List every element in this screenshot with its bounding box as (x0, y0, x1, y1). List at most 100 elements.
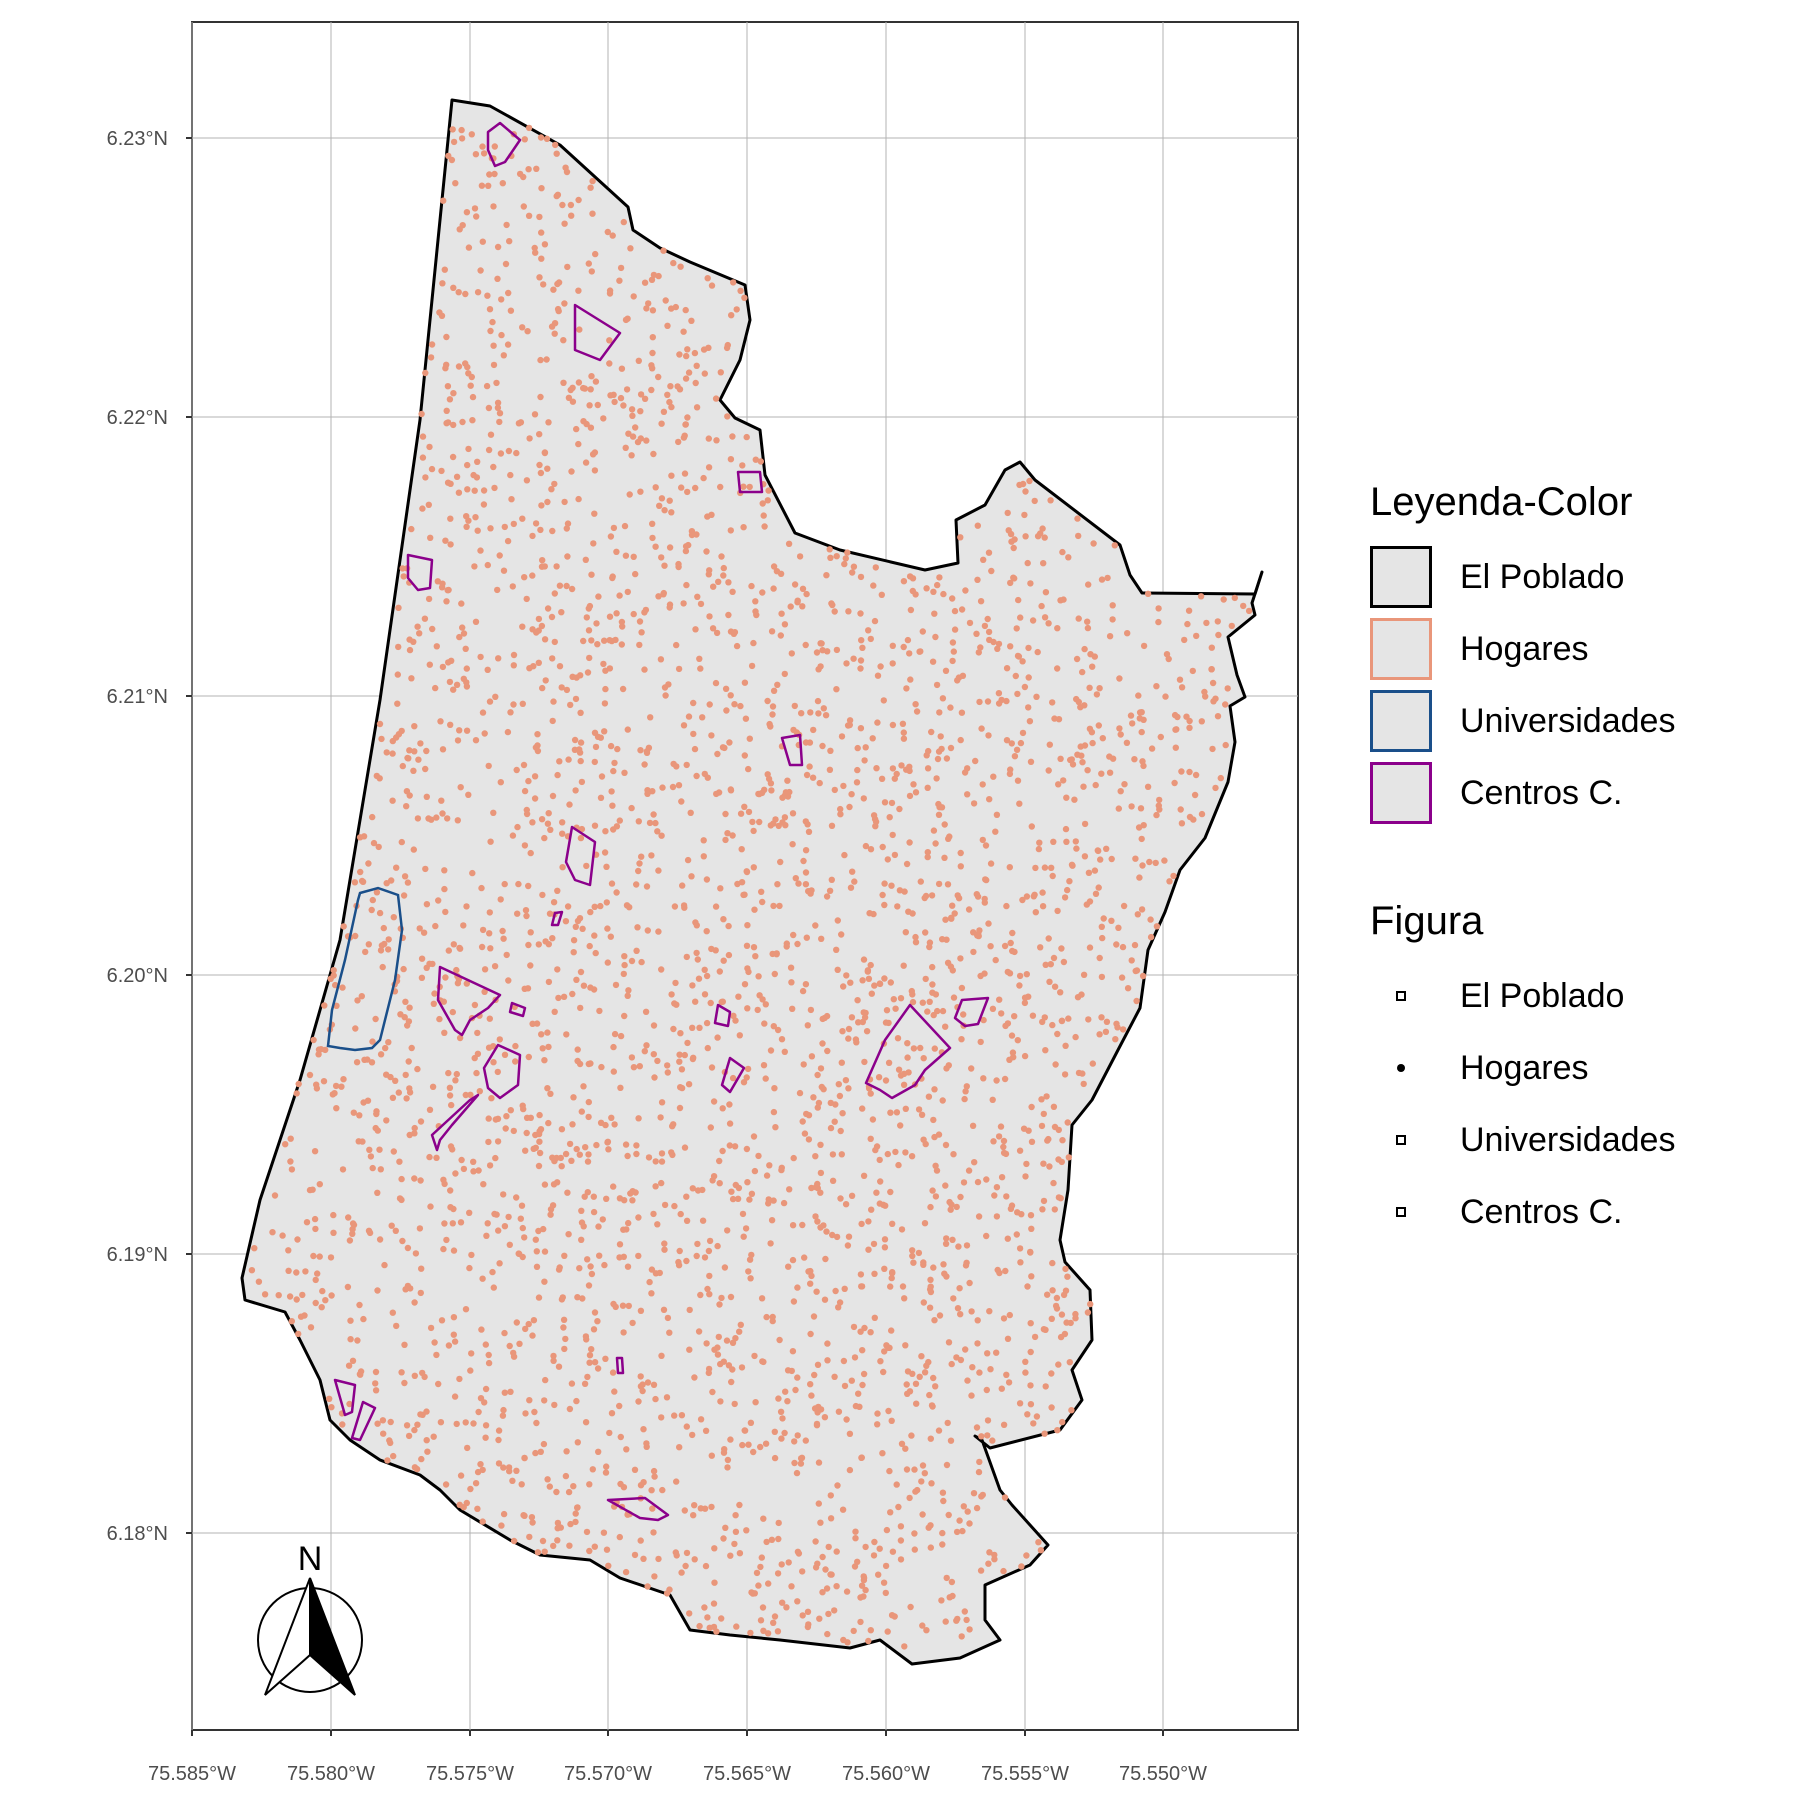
hogar-point (758, 1295, 766, 1302)
hogar-point (1008, 1202, 1016, 1209)
hogar-point (293, 1269, 300, 1276)
hogar-point (474, 289, 482, 296)
hogar-point (826, 887, 834, 894)
hogar-point (451, 1338, 459, 1345)
hogar-point (547, 826, 554, 833)
hogar-point (901, 1643, 908, 1650)
hogar-point (472, 1480, 480, 1487)
hogar-point (839, 1506, 847, 1513)
hogar-point (844, 549, 851, 556)
hogar-point (852, 1528, 859, 1535)
hogar-point (590, 1193, 597, 1200)
hogar-point (802, 981, 810, 988)
hogar-point (495, 1436, 502, 1444)
hogar-point (814, 1180, 821, 1188)
hogar-point (554, 305, 562, 313)
hogar-point (740, 1233, 747, 1240)
hogar-point (583, 862, 590, 870)
hogar-point (835, 1304, 842, 1311)
hogar-point (992, 956, 999, 964)
hogar-point (458, 600, 465, 607)
hogar-point (840, 1636, 847, 1644)
hogar-point (683, 1217, 691, 1225)
hogar-point (458, 1156, 465, 1164)
hogar-point (468, 131, 475, 138)
hogar-point (1057, 1195, 1064, 1202)
hogar-point (362, 948, 369, 956)
hogar-point (981, 622, 989, 630)
hogar-point (549, 792, 557, 800)
hogar-point (1034, 648, 1041, 656)
hogar-point (387, 1418, 394, 1426)
hogar-point (668, 403, 675, 411)
hogar-point (716, 1180, 723, 1187)
hogar-point (1135, 824, 1143, 831)
hogar-point (683, 1549, 691, 1557)
hogar-point (630, 1064, 638, 1071)
hogar-point (750, 864, 757, 871)
hogar-point (547, 1090, 554, 1098)
hogar-point (535, 1227, 542, 1235)
hogar-point (817, 1519, 824, 1526)
hogar-point (546, 1483, 553, 1490)
hogar-point (439, 663, 447, 671)
hogar-point (953, 1203, 960, 1211)
hogar-point (822, 1255, 829, 1263)
hogar-point (823, 1585, 831, 1592)
hogar-point (431, 990, 438, 997)
hogar-point (807, 1280, 814, 1287)
hogar-point (835, 1081, 842, 1088)
hogar-point (468, 373, 475, 381)
hogar-point (570, 1094, 577, 1101)
north-arrow-label: N (298, 1540, 323, 1578)
hogar-point (469, 869, 476, 877)
hogar-point (465, 791, 472, 798)
hogar-point (539, 557, 546, 564)
hogar-point (482, 1434, 489, 1441)
hogar-point (537, 134, 545, 141)
hogar-point (1033, 693, 1040, 700)
legend-label: El Poblado (1460, 976, 1625, 1015)
hogar-point (668, 991, 675, 998)
hogar-point (731, 1540, 738, 1548)
hogar-point (807, 1330, 814, 1338)
hogar-point (1049, 1021, 1056, 1029)
hogar-point (867, 846, 875, 853)
hogar-point (771, 970, 778, 978)
hogar-point (1042, 1047, 1049, 1054)
hogar-point (1041, 1430, 1048, 1437)
hogar-point (789, 1256, 797, 1264)
hogar-point (727, 456, 735, 463)
legend-label: Universidades (1460, 701, 1676, 740)
hogar-point (538, 1031, 545, 1038)
hogar-point (860, 795, 867, 802)
hogar-point (1036, 839, 1043, 846)
hogar-point (403, 1095, 410, 1102)
hogar-point (824, 1357, 831, 1364)
hogar-point (963, 1259, 970, 1267)
hogar-point (526, 1533, 533, 1541)
hogar-point (1000, 1315, 1008, 1322)
hogar-point (807, 1006, 815, 1014)
hogar-point (627, 245, 634, 252)
hogar-point (840, 983, 847, 990)
hogar-point (664, 391, 671, 398)
hogar-point (831, 1118, 838, 1125)
hogar-point (575, 379, 583, 386)
hogar-point (485, 182, 492, 189)
hogar-point (321, 1002, 328, 1009)
hogar-point (666, 1586, 673, 1593)
hogar-point (985, 920, 992, 927)
y-tick-label: 6.21°N (107, 686, 168, 708)
hogar-point (770, 1108, 778, 1116)
hogar-point (590, 1326, 598, 1333)
hogar-point (722, 810, 729, 818)
hogar-point (434, 578, 441, 585)
hogar-point (846, 1430, 854, 1438)
hogar-point (876, 1545, 883, 1552)
hogar-point (733, 1623, 740, 1630)
hogar-point (460, 922, 467, 929)
hogar-point (432, 922, 439, 930)
legend: Leyenda-Color El Poblado Hogares Univers… (1370, 480, 1790, 1248)
hogar-point (547, 1206, 555, 1213)
